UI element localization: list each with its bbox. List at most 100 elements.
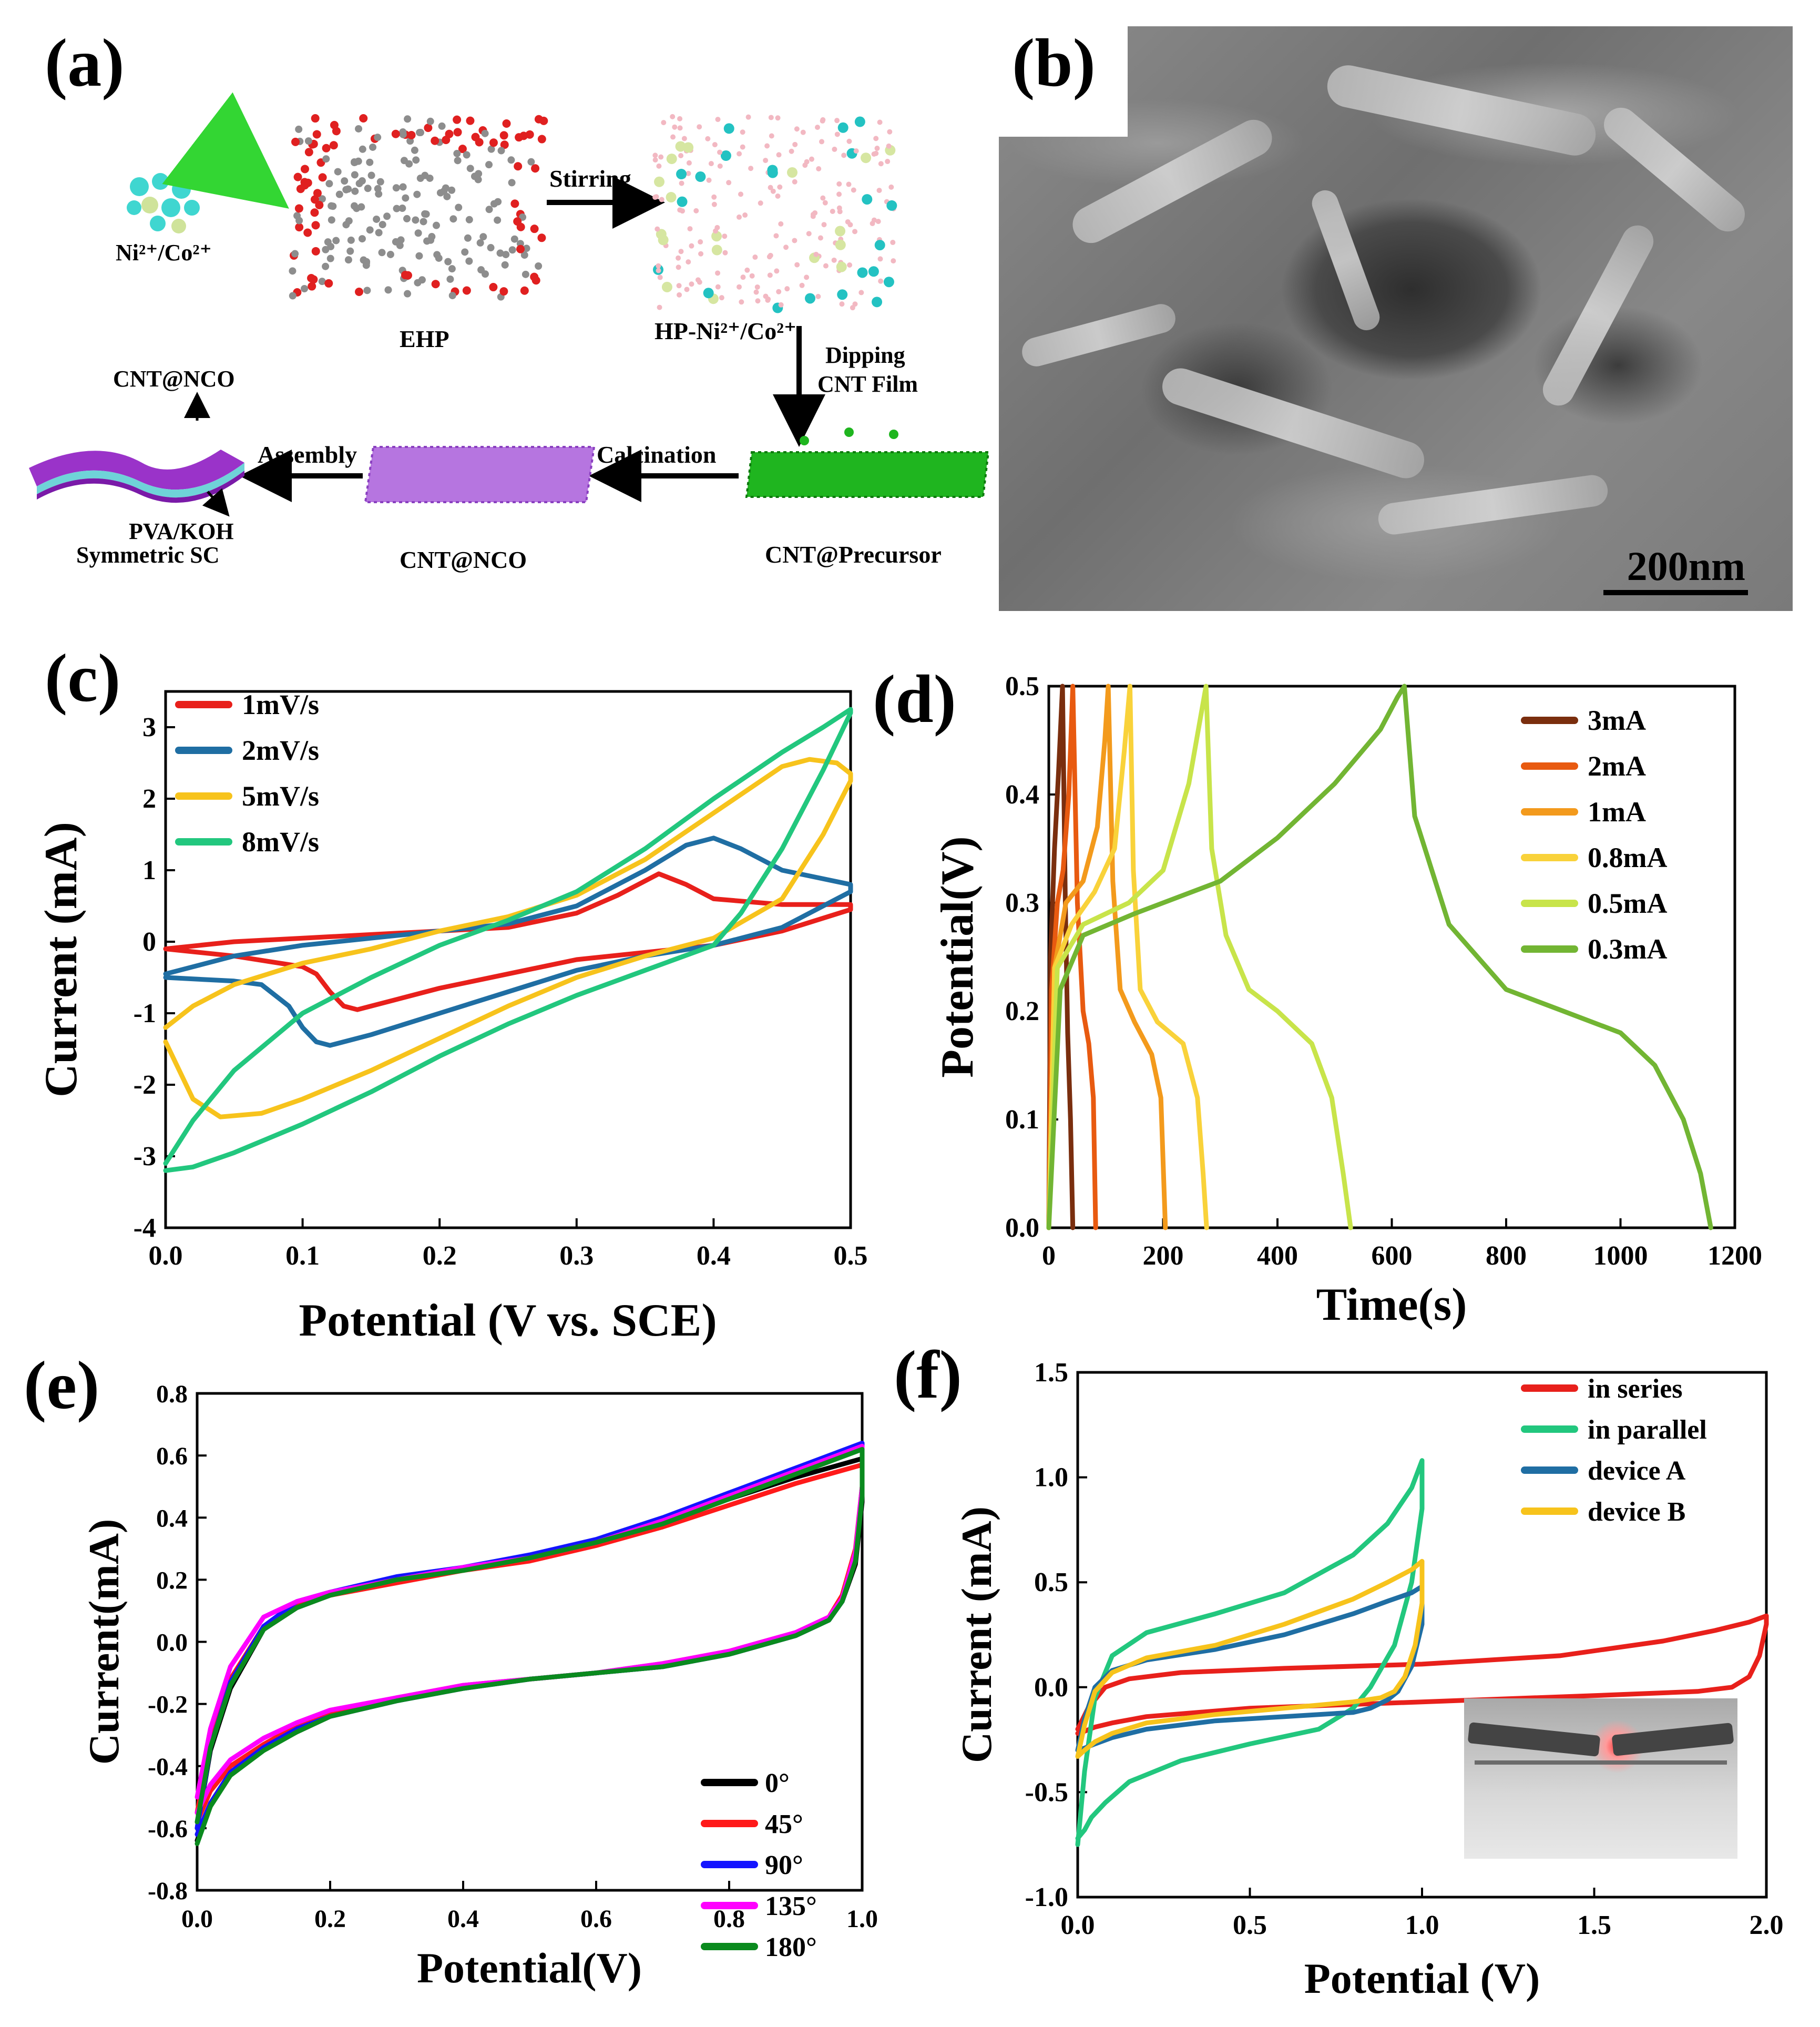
hp-atom: [703, 288, 714, 299]
alligator-clip-right: [1611, 1723, 1734, 1756]
ehp-atom: [477, 266, 485, 274]
hp-atom: [836, 261, 847, 272]
ehp-atom: [309, 275, 318, 284]
hp-atom: [862, 194, 873, 205]
legend-entry: 0.8mA: [1588, 842, 1667, 873]
precursor-label: CNT@Precursor: [765, 541, 942, 568]
hp-atom: [711, 194, 717, 200]
panel-label-d: (d): [873, 661, 956, 737]
hp-atom: [783, 245, 789, 250]
ehp-atom: [322, 155, 330, 163]
ehp-atom: [376, 178, 384, 186]
ehp-atom: [485, 206, 493, 213]
precursor-film-icon: [745, 427, 990, 498]
hp-atom: [874, 240, 885, 251]
hp-atom: [890, 240, 896, 246]
x-tick-label: 800: [1486, 1241, 1527, 1271]
hp-atom: [850, 305, 855, 311]
hp-atom: [680, 208, 686, 214]
ions-label: Ni²⁺/Co²⁺: [116, 240, 212, 266]
ehp-atom: [351, 187, 359, 195]
ehp-atom: [442, 136, 451, 145]
device-top-label: CNT@NCO: [113, 366, 235, 392]
hp-atom: [715, 117, 721, 123]
hp-atom: [670, 114, 676, 119]
ehp-atom: [510, 235, 518, 243]
ehp-atom: [487, 244, 495, 252]
ehp-atom: [351, 158, 359, 166]
ehp-atom: [407, 130, 416, 139]
hp-atom: [656, 263, 661, 269]
chart-d: 0 200 400 600 800 1000 1200 0.0 0.1 0.2 0.3 0.4 0.5 T…: [932, 671, 1762, 1330]
ehp-atom: [310, 208, 319, 217]
ehp-atom: [351, 202, 359, 210]
y-tick-label: 0.4: [156, 1504, 188, 1532]
hp-atom: [813, 251, 819, 257]
hp-atom: [830, 209, 835, 215]
ehp-atom: [416, 175, 424, 182]
hp-atom: [681, 136, 687, 141]
ehp-atom: [366, 226, 374, 234]
ehp-atom: [487, 145, 495, 153]
hp-atom: [672, 124, 678, 130]
hp-atom: [786, 167, 797, 178]
ehp-atom: [423, 237, 431, 245]
hp-atom: [775, 193, 781, 199]
x-tick-label: 1000: [1593, 1241, 1648, 1271]
ehp-atom: [461, 248, 469, 256]
ehp-atom: [413, 190, 421, 198]
series-line-3ma: [1046, 684, 1076, 1230]
hp-atom: [873, 136, 879, 141]
symmetric-device-icon: [29, 450, 244, 503]
series-line-90-: [195, 1441, 865, 1837]
ehp-atom: [522, 270, 529, 278]
hp-atom: [722, 250, 728, 256]
ehp-atom: [402, 194, 410, 202]
x-axis-label: Time(s): [1316, 1279, 1467, 1330]
plot-frame: [164, 690, 852, 1229]
hp-atom: [776, 289, 782, 294]
ehp-atom: [531, 164, 540, 173]
ehp-atom: [448, 265, 456, 273]
ehp-atom: [345, 217, 353, 225]
ehp-atom: [296, 185, 305, 193]
hp-atom: [819, 139, 825, 145]
hp-atom: [774, 268, 780, 274]
ehp-atom: [404, 115, 412, 123]
ehp-atom: [448, 292, 456, 300]
hp-atom: [714, 225, 720, 230]
panel-label-e: (e): [24, 1348, 100, 1423]
ehp-atom: [516, 245, 525, 253]
hp-atom: [686, 170, 691, 176]
y-tick-label: -0.6: [148, 1815, 188, 1843]
legend-entry: in parallel: [1588, 1415, 1707, 1445]
hp-atom: [684, 287, 690, 292]
ehp-atom: [520, 286, 529, 295]
hp-atom: [726, 180, 732, 186]
hp-atom: [763, 158, 769, 164]
hp-complex-icon: [652, 114, 897, 313]
ehp-atom: [344, 256, 352, 264]
hp-atom: [872, 297, 883, 308]
hp-atom: [666, 192, 677, 203]
x-tick-label: 0.0: [149, 1241, 183, 1271]
sem-label-background: [999, 26, 1128, 137]
hp-atom: [800, 129, 806, 135]
ehp-atom: [412, 216, 420, 224]
legend-entry: 45°: [765, 1809, 803, 1839]
hp-atom: [656, 268, 661, 273]
ehp-atom: [293, 172, 302, 181]
legend-entry: device A: [1588, 1456, 1686, 1486]
hp-atom: [719, 295, 724, 301]
ehp-atom: [303, 228, 312, 237]
hp-atom: [846, 181, 852, 187]
hp-atom: [809, 156, 814, 162]
ehp-atom: [359, 114, 368, 123]
hp-atom: [763, 293, 769, 299]
ehp-atom: [324, 238, 332, 246]
x-tick-label: 0.5: [834, 1241, 868, 1271]
ehp-atom: [364, 185, 372, 192]
series-line-0-5ma: [1046, 684, 1353, 1230]
ehp-atom: [373, 215, 381, 223]
hp-atom: [861, 152, 872, 164]
